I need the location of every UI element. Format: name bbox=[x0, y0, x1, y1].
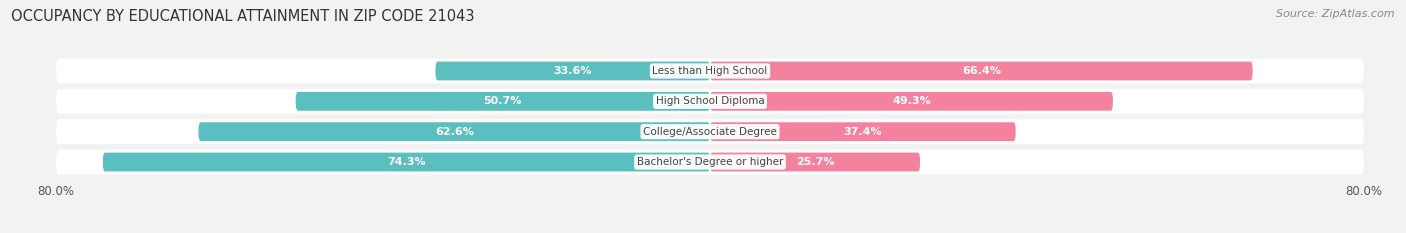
Text: 66.4%: 66.4% bbox=[962, 66, 1001, 76]
FancyBboxPatch shape bbox=[710, 62, 1253, 80]
FancyBboxPatch shape bbox=[436, 62, 710, 80]
FancyBboxPatch shape bbox=[56, 150, 1364, 175]
Text: Bachelor's Degree or higher: Bachelor's Degree or higher bbox=[637, 157, 783, 167]
Text: 37.4%: 37.4% bbox=[844, 127, 882, 137]
Text: Source: ZipAtlas.com: Source: ZipAtlas.com bbox=[1277, 9, 1395, 19]
FancyBboxPatch shape bbox=[710, 122, 1015, 141]
Text: 33.6%: 33.6% bbox=[554, 66, 592, 76]
FancyBboxPatch shape bbox=[103, 153, 710, 171]
Text: 25.7%: 25.7% bbox=[796, 157, 834, 167]
Text: 50.7%: 50.7% bbox=[484, 96, 522, 106]
Text: 74.3%: 74.3% bbox=[387, 157, 426, 167]
Text: High School Diploma: High School Diploma bbox=[655, 96, 765, 106]
FancyBboxPatch shape bbox=[295, 92, 710, 111]
Text: College/Associate Degree: College/Associate Degree bbox=[643, 127, 778, 137]
FancyBboxPatch shape bbox=[56, 119, 1364, 144]
Text: 62.6%: 62.6% bbox=[434, 127, 474, 137]
FancyBboxPatch shape bbox=[710, 92, 1114, 111]
Text: Less than High School: Less than High School bbox=[652, 66, 768, 76]
Text: 49.3%: 49.3% bbox=[891, 96, 931, 106]
FancyBboxPatch shape bbox=[56, 58, 1364, 83]
FancyBboxPatch shape bbox=[198, 122, 710, 141]
Text: OCCUPANCY BY EDUCATIONAL ATTAINMENT IN ZIP CODE 21043: OCCUPANCY BY EDUCATIONAL ATTAINMENT IN Z… bbox=[11, 9, 475, 24]
FancyBboxPatch shape bbox=[710, 153, 920, 171]
FancyBboxPatch shape bbox=[56, 89, 1364, 114]
